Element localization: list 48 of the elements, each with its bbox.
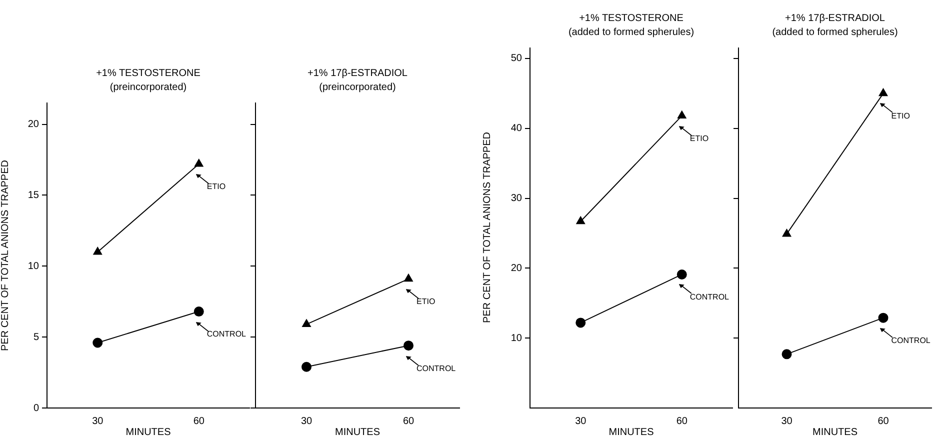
chart-subtitle: (added to formed spherules): [772, 26, 898, 38]
y-axis-title: PER CENT OF TOTAL ANIONS TRAPPED: [482, 132, 494, 326]
y-tick-label: 30: [510, 193, 522, 204]
point: [676, 269, 687, 280]
legend-label: CONTROL: [891, 336, 931, 346]
y-tick-label: 10: [510, 332, 522, 344]
y-tick-label: 50: [510, 53, 522, 64]
x-axis-title: MINUTES: [812, 426, 858, 438]
x-tick-label: 30: [781, 416, 793, 427]
point: [194, 306, 204, 317]
legend-label: ETIO: [206, 182, 226, 192]
legend-label: ETIO: [416, 297, 436, 306]
chart-title: +1% TESTOSTERONE: [579, 12, 684, 24]
point: [782, 349, 792, 360]
x-tick-label: 60: [193, 416, 205, 427]
y-tick-label: 20: [28, 119, 40, 130]
chart-title: +1% TESTOSTERONE: [96, 68, 201, 79]
chart-title: +1% 17β-ESTRADIOL: [308, 68, 408, 79]
x-tick-label: 60: [676, 416, 688, 427]
x-tick-label: 30: [92, 416, 104, 427]
y-tick-label: 40: [510, 123, 522, 134]
y-tick-label: 0: [33, 402, 40, 414]
legend-label: CONTROL: [690, 292, 730, 302]
legend-label: CONTROL: [416, 364, 456, 373]
point: [576, 318, 586, 328]
x-axis-title: MINUTES: [335, 426, 380, 438]
y-tick-label: 15: [28, 190, 40, 201]
chart-subtitle: (preincorporated): [110, 82, 187, 93]
legend-label: CONTROL: [206, 330, 247, 339]
chart-subtitle: (added to formed spherules): [568, 26, 694, 38]
x-tick-label: 30: [300, 416, 312, 427]
y-tick-label: 20: [510, 262, 522, 274]
y-tick-label: 5: [33, 332, 40, 343]
chart-subtitle: (preincorporated): [319, 82, 396, 93]
legend-label: ETIO: [690, 134, 709, 144]
chart-title: +1% 17β-ESTRADIOL: [785, 12, 886, 24]
x-tick-label: 60: [878, 416, 890, 427]
y-axis-title: PER CENT OF TOTAL ANIONS TRAPPED: [0, 159, 12, 353]
x-axis-title: MINUTES: [608, 426, 654, 438]
point: [92, 338, 103, 348]
y-tick-label: 10: [28, 260, 40, 272]
x-tick-label: 30: [575, 416, 587, 427]
point: [878, 312, 888, 323]
x-tick-label: 60: [402, 416, 414, 427]
point: [302, 362, 312, 372]
point: [404, 340, 414, 351]
x-axis-title: MINUTES: [126, 426, 172, 438]
legend-label: ETIO: [891, 112, 910, 121]
